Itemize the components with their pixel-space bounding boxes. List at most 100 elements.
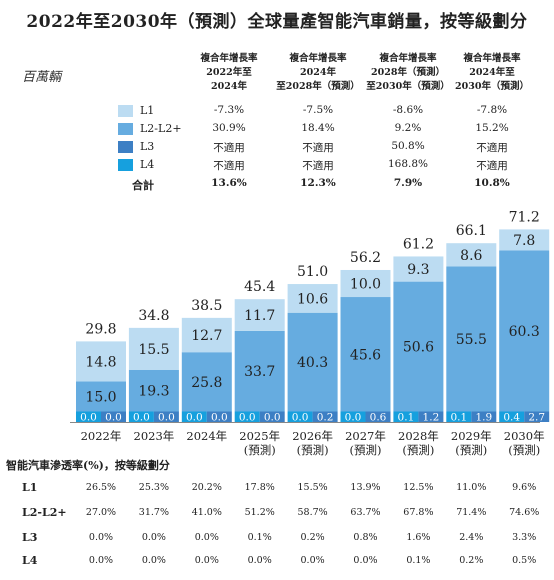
label-l1: 10.6 bbox=[297, 291, 328, 307]
x-tick-label: 2028年 bbox=[398, 429, 439, 443]
total-label: 34.8 bbox=[138, 308, 169, 324]
penetration-cell: 0.0% bbox=[300, 555, 325, 566]
label-l4: 0.4 bbox=[503, 412, 520, 424]
penetration-cell: 0.2% bbox=[459, 555, 484, 566]
total-label: 45.4 bbox=[244, 279, 275, 295]
label-l2: 25.8 bbox=[191, 375, 222, 391]
x-tick-label: 2024年 bbox=[186, 429, 227, 443]
label-l2: 55.5 bbox=[456, 332, 487, 348]
x-tick-label: 2026年 bbox=[292, 429, 333, 443]
bar-l2 bbox=[393, 281, 444, 412]
total-label: 38.5 bbox=[191, 298, 222, 314]
x-tick-label: 2029年 bbox=[451, 429, 492, 443]
legend-swatch bbox=[118, 123, 133, 135]
cagr-value: -7.5% bbox=[302, 104, 334, 116]
bar-l4 bbox=[181, 411, 207, 422]
penetration-cell: 9.6% bbox=[512, 482, 537, 493]
penetration-row-label: L3 bbox=[22, 531, 38, 544]
legend-row-l3: L3 不適用 不適用 50.8% 不適用 bbox=[118, 139, 538, 155]
cagr-value: 不適用 bbox=[213, 142, 245, 154]
penetration-row-label: L4 bbox=[22, 554, 38, 567]
label-l1: 7.8 bbox=[513, 233, 535, 249]
total-row: 合計 13.6% 12.3% 7.9% 10.8% bbox=[118, 176, 538, 192]
penetration-cell: 31.7% bbox=[138, 507, 169, 518]
bar-l4 bbox=[76, 411, 101, 422]
x-tick-label: 2022年 bbox=[81, 429, 122, 443]
cagr-header-3: 複合年增長率 2028年（預測） 至2030年（預測） bbox=[366, 53, 450, 92]
penetration-cell: 0.2% bbox=[300, 532, 325, 543]
bar-l2 bbox=[446, 266, 497, 412]
cagr-value: 15.2% bbox=[475, 122, 509, 134]
bar-l4 bbox=[128, 411, 154, 422]
cagr-value: -8.6% bbox=[392, 104, 424, 116]
label-l4: 0.0 bbox=[80, 412, 97, 424]
bar-l3 bbox=[418, 411, 444, 422]
penetration-cell: 0.0% bbox=[247, 555, 272, 566]
legend-swatch bbox=[118, 141, 133, 153]
label-l2: 45.6 bbox=[350, 347, 381, 363]
label-l4: 0.0 bbox=[292, 412, 309, 424]
bar-l4 bbox=[393, 411, 419, 422]
label-l4: 0.0 bbox=[345, 412, 362, 424]
cagr-value: -7.8% bbox=[476, 104, 508, 116]
label-l1: 8.6 bbox=[460, 248, 482, 264]
bar-l1 bbox=[128, 327, 179, 370]
legend-label: L1 bbox=[140, 104, 155, 117]
label-l2: 50.6 bbox=[403, 340, 434, 356]
penetration-cell: 26.5% bbox=[85, 482, 117, 493]
bar-l3 bbox=[471, 411, 497, 422]
x-tick-label: 2030年 bbox=[504, 429, 545, 443]
penetration-cell: 0.0% bbox=[353, 555, 378, 566]
penetration-cell: 41.0% bbox=[191, 507, 222, 518]
penetration-cell: 58.7% bbox=[297, 507, 328, 518]
label-l3: 0.0 bbox=[105, 412, 122, 424]
x-tick-label: (預測) bbox=[244, 443, 276, 457]
penetration-cell: 0.1% bbox=[247, 532, 272, 543]
legend-label: L3 bbox=[140, 140, 155, 153]
bar-l1 bbox=[393, 256, 444, 282]
total-label: 61.2 bbox=[403, 236, 434, 252]
penetration-cell: 0.0% bbox=[88, 555, 114, 566]
penetration-cell: 25.3% bbox=[138, 482, 169, 493]
penetration-cell: 0.5% bbox=[512, 555, 537, 566]
cagr-value: 不適用 bbox=[213, 160, 245, 172]
bar-l3 bbox=[524, 411, 550, 422]
total-label: 66.1 bbox=[456, 223, 487, 239]
cagr-value: 不適用 bbox=[302, 142, 334, 154]
legend-row-l2-l2+: L2-L2+ 30.9% 18.4% 9.2% 15.2% bbox=[118, 121, 538, 137]
x-tick-label: (預測) bbox=[455, 443, 487, 457]
penetration-cell: 51.2% bbox=[244, 507, 275, 518]
bar-l2 bbox=[128, 369, 179, 412]
x-tick-label: 2027年 bbox=[345, 429, 386, 443]
bar-l1 bbox=[181, 317, 232, 353]
unit-label: 百萬輛 bbox=[22, 70, 62, 85]
x-tick-label: (預測) bbox=[402, 443, 434, 457]
label-l1: 9.3 bbox=[407, 262, 429, 278]
bar-l3 bbox=[101, 411, 126, 422]
cagr-value: 50.8% bbox=[391, 140, 425, 152]
cagr-header-4: 複合年增長率 2024年至 2030年（預測） bbox=[455, 53, 529, 92]
x-tick-label: 2023年 bbox=[134, 429, 175, 443]
legend-swatch bbox=[118, 105, 133, 117]
label-l2: 15.0 bbox=[85, 389, 116, 405]
bar-l2 bbox=[76, 381, 126, 412]
penetration-cell: 0.0% bbox=[141, 555, 166, 566]
legend-label: L2-L2+ bbox=[140, 122, 182, 135]
penetration-cell: 12.5% bbox=[403, 482, 434, 493]
label-l3: 0.0 bbox=[211, 412, 228, 424]
bar-l2 bbox=[499, 250, 550, 412]
legend-row-l1: L1 -7.3% -7.5% -8.6% -7.8% bbox=[118, 103, 538, 119]
penetration-cell: 74.6% bbox=[509, 507, 540, 518]
penetration-cell: 11.0% bbox=[456, 482, 487, 493]
x-tick-label: (預測) bbox=[350, 443, 382, 457]
label-l3: 0.6 bbox=[370, 412, 387, 424]
label-l1: 15.5 bbox=[138, 342, 169, 358]
penetration-row-label: L1 bbox=[22, 481, 38, 494]
label-l3: 0.2 bbox=[317, 412, 334, 424]
bar-l1 bbox=[234, 299, 285, 331]
total-cagr-value: 10.8% bbox=[474, 177, 510, 189]
label-l1: 11.7 bbox=[244, 308, 275, 324]
label-l1: 12.7 bbox=[191, 328, 222, 344]
cagr-value: 168.8% bbox=[387, 158, 429, 170]
